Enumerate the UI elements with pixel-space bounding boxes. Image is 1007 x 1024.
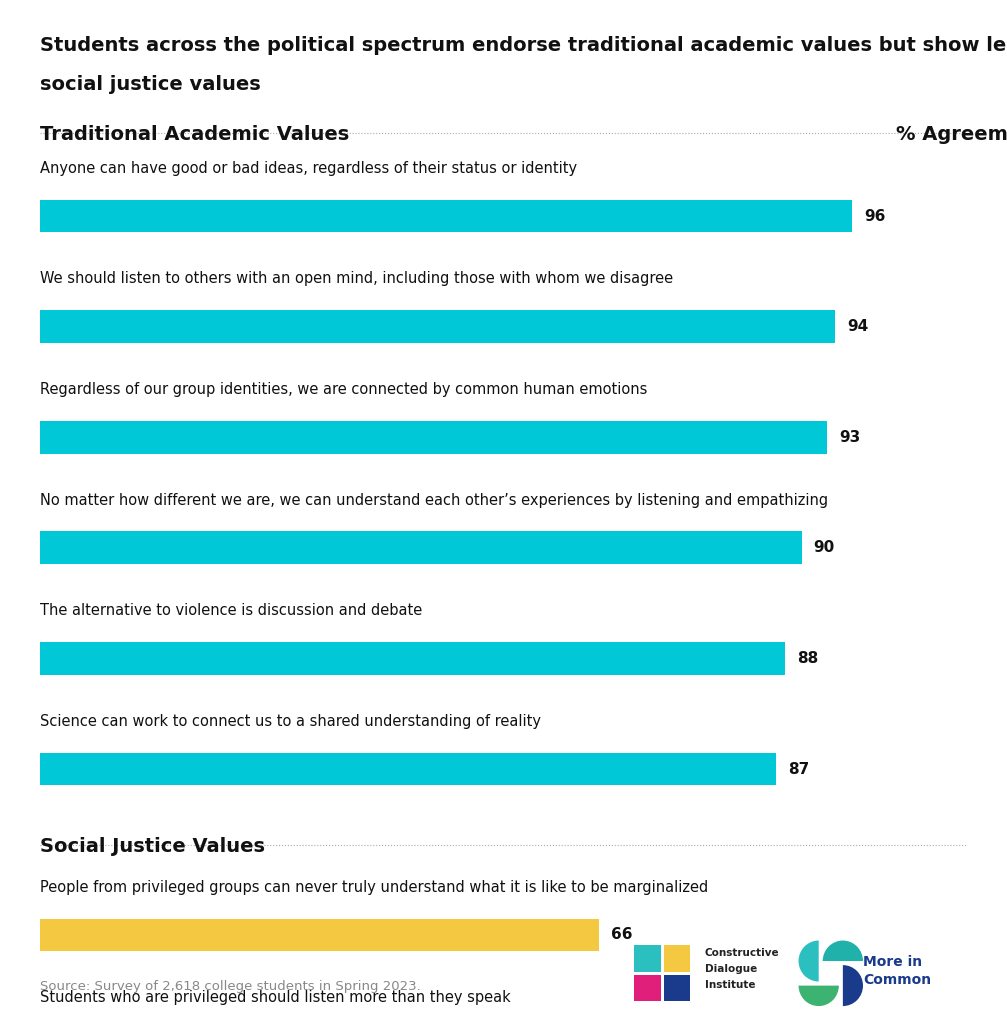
Bar <box>40 919 598 951</box>
Bar <box>664 945 690 972</box>
Bar <box>40 200 852 232</box>
Text: 94: 94 <box>848 319 869 334</box>
Text: The alternative to violence is discussion and debate: The alternative to violence is discussio… <box>40 603 423 618</box>
Text: Traditional Academic Values: Traditional Academic Values <box>40 125 349 144</box>
Text: 87: 87 <box>788 762 810 776</box>
Text: Students across the political spectrum endorse traditional academic values but s: Students across the political spectrum e… <box>40 36 1007 55</box>
Text: Dialogue: Dialogue <box>705 965 757 974</box>
Text: % Agreement: % Agreement <box>896 125 1007 144</box>
Text: social justice values: social justice values <box>40 75 261 94</box>
Bar <box>40 310 836 343</box>
Bar <box>40 531 802 564</box>
Text: People from privileged groups can never truly understand what it is like to be m: People from privileged groups can never … <box>40 880 709 895</box>
Wedge shape <box>799 940 819 981</box>
Bar <box>40 642 784 675</box>
Text: Source: Survey of 2,618 college students in Spring 2023.: Source: Survey of 2,618 college students… <box>40 980 421 993</box>
Text: 66: 66 <box>610 928 632 942</box>
Text: Constructive: Constructive <box>705 948 779 957</box>
Text: No matter how different we are, we can understand each other’s experiences by li: No matter how different we are, we can u… <box>40 493 829 508</box>
Bar <box>664 975 690 1001</box>
Wedge shape <box>799 985 839 1006</box>
Text: Regardless of our group identities, we are connected by common human emotions: Regardless of our group identities, we a… <box>40 382 648 397</box>
Text: Common: Common <box>863 973 931 987</box>
Bar <box>40 421 827 454</box>
Text: Institute: Institute <box>705 981 755 990</box>
Text: Students who are privileged should listen more than they speak: Students who are privileged should liste… <box>40 990 511 1006</box>
Text: We should listen to others with an open mind, including those with whom we disag: We should listen to others with an open … <box>40 271 674 287</box>
Text: 96: 96 <box>864 209 886 223</box>
Bar <box>634 975 661 1001</box>
Wedge shape <box>843 965 863 1006</box>
Bar <box>40 753 776 785</box>
Text: 88: 88 <box>797 651 818 666</box>
Wedge shape <box>823 940 863 961</box>
Text: 93: 93 <box>839 430 860 444</box>
Text: Social Justice Values: Social Justice Values <box>40 837 265 856</box>
Bar <box>634 945 661 972</box>
Text: 90: 90 <box>814 541 835 555</box>
Text: Science can work to connect us to a shared understanding of reality: Science can work to connect us to a shar… <box>40 714 542 729</box>
Text: More in: More in <box>863 954 922 969</box>
Text: Anyone can have good or bad ideas, regardless of their status or identity: Anyone can have good or bad ideas, regar… <box>40 161 577 176</box>
